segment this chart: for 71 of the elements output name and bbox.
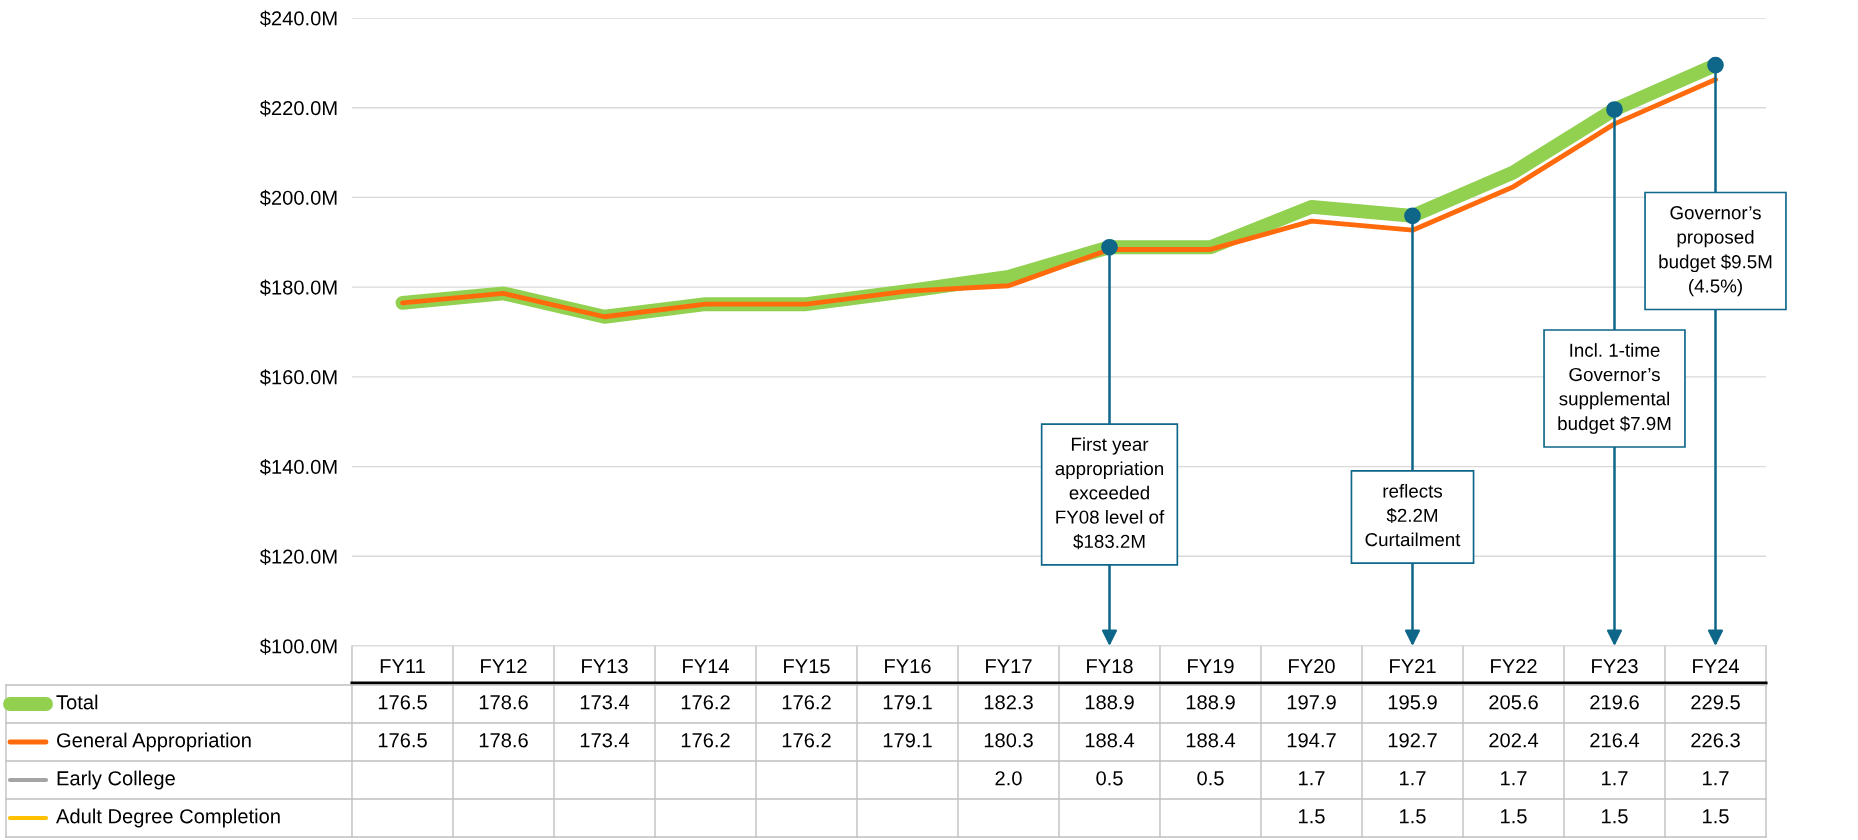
text: 0.5	[1096, 771, 1123, 786]
data-label: 195.9	[1388, 695, 1437, 710]
data-label: 173.4	[580, 695, 630, 710]
data-label: 176.2	[782, 733, 831, 748]
y-tick-label: $120.0M	[259, 548, 337, 565]
annotation: First year appropriation exceeded FY08 level of $183.2M	[1055, 437, 1165, 550]
x-tick-label: FY12	[481, 659, 527, 674]
data-label: 176.5	[378, 733, 427, 748]
data-label: 188.4	[1085, 733, 1135, 748]
x-tick-label: FY24	[1693, 659, 1739, 674]
data-label: 176.2	[681, 733, 730, 748]
text: 1.7	[1400, 771, 1426, 786]
data-label: 180.3	[984, 733, 1033, 748]
x-tick-label: FY14	[683, 659, 729, 674]
data-label: 194.7	[1287, 733, 1336, 748]
data-label: 176.2	[782, 695, 831, 710]
y-tick-label: $220.0M	[259, 100, 337, 117]
x-tick-label: FY13	[582, 659, 628, 674]
data-label: 205.6	[1489, 695, 1538, 710]
x-tick-label: FY18	[1087, 659, 1133, 674]
data-label: 226.3	[1691, 733, 1740, 748]
text: 1.7	[1299, 771, 1325, 786]
x-tick-label: FY21	[1390, 659, 1436, 674]
data-label: 188.4	[1186, 733, 1236, 748]
y-tick-label: $100.0M	[259, 638, 337, 655]
data-label: 188.9	[1085, 695, 1134, 710]
annotation: Incl. 1-time Governor’s supplemental budget $7.9M	[1558, 343, 1671, 434]
x-tick-label: FY23	[1592, 659, 1638, 674]
x-tick-label: FY22	[1491, 659, 1537, 674]
data-label: 173.4	[580, 733, 630, 748]
data-label: 219.6	[1590, 695, 1639, 710]
y-tick-label: $180.0M	[259, 279, 337, 296]
x-tick-label: FY19	[1188, 659, 1234, 674]
text: 1.5	[1299, 809, 1325, 824]
annotation: reflects $2.2M Curtailment	[1365, 483, 1461, 547]
legend-label: Early College	[57, 770, 175, 790]
y-tick-label: $240.0M	[259, 10, 337, 27]
x-tick-label: FY11	[380, 659, 425, 674]
x-tick-label: FY17	[986, 659, 1032, 674]
legend-label: Total	[56, 694, 98, 710]
data-label: 179.1	[883, 695, 932, 710]
text: 1.5	[1703, 809, 1729, 824]
legend-label: General Appropriation	[57, 732, 251, 752]
data-label: 229.5	[1691, 695, 1740, 710]
data-label: 176.2	[681, 695, 730, 710]
data-label: 176.5	[378, 695, 427, 710]
x-tick-label: FY16	[885, 659, 931, 674]
data-label: 202.4	[1489, 733, 1539, 748]
data-label: 178.6	[479, 733, 528, 748]
text: 1.7	[1703, 771, 1729, 786]
text: 1.7	[1602, 771, 1628, 786]
annotation: Governor’s proposed budget $9.5M (4.5%)	[1659, 206, 1772, 297]
data-label: 197.9	[1287, 695, 1336, 710]
data-label: 179.1	[883, 733, 932, 748]
legend-label: Adult Degree Completion	[56, 808, 280, 828]
x-tick-label: FY20	[1289, 659, 1335, 674]
text: 0.5	[1197, 771, 1224, 786]
data-label: 188.9	[1186, 695, 1235, 710]
x-tick-label: FY15	[784, 659, 830, 674]
data-label: 182.3	[984, 695, 1033, 710]
text: 1.5	[1501, 809, 1527, 824]
y-tick-label: $140.0M	[259, 458, 337, 476]
text: 1.7	[1501, 771, 1527, 786]
y-tick-label: $200.0M	[259, 189, 337, 207]
text: 1.5	[1400, 809, 1426, 824]
data-label: 178.6	[479, 695, 528, 710]
text: 2.0	[995, 771, 1022, 786]
data-label: 216.4	[1590, 733, 1640, 748]
y-tick-label: $160.0M	[259, 369, 337, 386]
data-label: 192.7	[1388, 733, 1437, 748]
text: 1.5	[1602, 809, 1628, 824]
